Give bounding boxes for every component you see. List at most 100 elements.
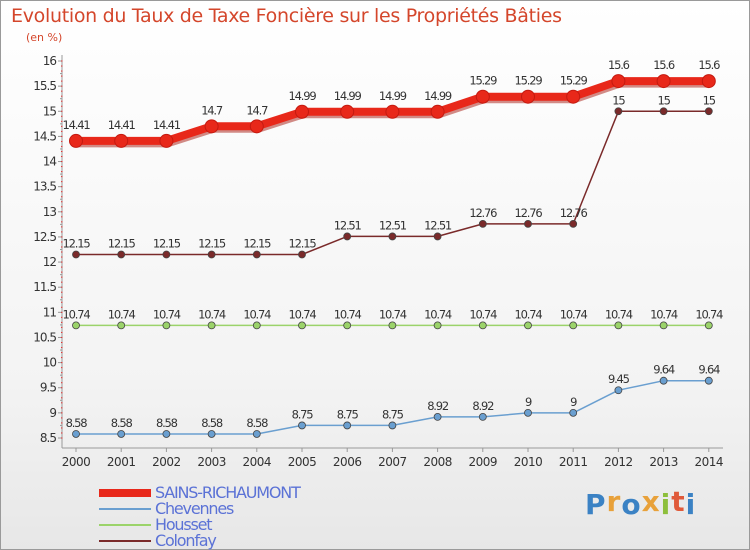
- y-axis-dot: [61, 261, 63, 263]
- data-label: 15.29: [560, 74, 588, 88]
- data-point: [478, 412, 487, 421]
- data-label: 12.51: [424, 218, 452, 232]
- y-axis-dot: [61, 75, 63, 77]
- data-label: 10.74: [515, 307, 543, 321]
- y-axis-dot: [61, 80, 63, 82]
- y-axis-dot: [61, 85, 63, 87]
- y-axis-dot: [61, 236, 63, 238]
- data-label: 12.76: [515, 206, 543, 220]
- data-label: 14.99: [289, 89, 317, 103]
- y-axis-dot: [61, 115, 63, 117]
- data-label: 14.99: [379, 89, 407, 103]
- data-label: 8.58: [201, 416, 223, 430]
- data-point: [298, 421, 306, 430]
- y-axis-dot: [61, 196, 63, 198]
- data-label: 15: [612, 93, 625, 107]
- data-point: [252, 430, 261, 438]
- y-tick-label: 9.5: [40, 381, 56, 395]
- chart-unit-label: (en %): [26, 31, 63, 44]
- y-axis-dot: [61, 166, 63, 168]
- data-point: [569, 408, 578, 417]
- y-axis-dot: [61, 206, 63, 208]
- y-axis-dot: [61, 105, 63, 107]
- data-point: [614, 386, 623, 395]
- data-point: [478, 321, 487, 330]
- y-axis-dot: [61, 427, 63, 429]
- y-tick-label: 12.5: [33, 230, 56, 244]
- y-axis-dot: [61, 341, 63, 343]
- y-axis-dot: [61, 357, 63, 359]
- data-label: 9: [525, 395, 532, 409]
- data-label: 12.15: [198, 237, 226, 251]
- y-axis-dot: [61, 271, 63, 273]
- y-axis-dot: [61, 211, 63, 213]
- y-axis-dot: [61, 125, 63, 127]
- y-tick-label: 15: [43, 104, 57, 118]
- y-axis-dot: [61, 201, 63, 203]
- y-axis-dot: [61, 65, 63, 67]
- logo-letter: P: [585, 488, 607, 521]
- data-label: 14.41: [63, 118, 91, 132]
- x-tick-label: 2000: [62, 455, 91, 469]
- data-point: [117, 250, 126, 259]
- proxiti-logo: Proxiti: [585, 485, 696, 521]
- y-axis-dot: [61, 231, 63, 233]
- data-label: 15.6: [608, 58, 630, 72]
- y-axis-dot: [61, 70, 63, 72]
- x-tick-label: 2002: [152, 455, 181, 469]
- data-point: [162, 321, 171, 330]
- legend-swatch: [99, 508, 151, 510]
- y-axis-dot: [61, 296, 63, 298]
- data-point: [159, 133, 174, 148]
- x-tick-label: 2014: [695, 455, 724, 469]
- data-label: 14.41: [108, 118, 136, 132]
- data-label: 10.74: [243, 307, 271, 321]
- data-point: [478, 219, 487, 228]
- data-point: [388, 421, 397, 430]
- y-tick-label: 13.5: [33, 180, 56, 194]
- data-label: 10.74: [424, 307, 452, 321]
- data-point: [659, 321, 668, 330]
- data-label: 9.64: [698, 363, 720, 377]
- data-point: [295, 104, 309, 119]
- y-tick-label: 11.5: [33, 280, 56, 294]
- data-label: 8.75: [292, 407, 314, 421]
- y-axis-dot: [61, 392, 63, 394]
- data-label: 9.45: [608, 372, 630, 386]
- y-tick-label: 8.5: [40, 431, 56, 445]
- data-point: [72, 250, 80, 259]
- y-axis-dot: [61, 336, 63, 338]
- data-point: [298, 250, 306, 259]
- data-point: [569, 321, 578, 330]
- y-axis-dot: [61, 221, 63, 223]
- data-point: [659, 107, 668, 116]
- data-point: [430, 104, 445, 119]
- logo-letter: i: [660, 488, 672, 521]
- y-axis-dot: [61, 417, 63, 419]
- y-axis-dot: [61, 100, 63, 102]
- y-axis-dot: [61, 321, 63, 323]
- data-point: [521, 89, 535, 104]
- data-point: [72, 430, 80, 438]
- data-point: [433, 321, 442, 330]
- data-point: [343, 321, 352, 330]
- data-point: [162, 430, 171, 438]
- data-point: [204, 119, 219, 134]
- legend-swatch: [99, 489, 151, 497]
- data-label: 9.64: [653, 363, 675, 377]
- x-tick-label: 2013: [649, 455, 678, 469]
- logo-letter: t: [671, 485, 686, 518]
- y-axis-dot: [61, 372, 63, 374]
- data-label: 12.15: [289, 237, 317, 251]
- data-point: [614, 107, 623, 116]
- data-label: 15: [657, 93, 670, 107]
- y-axis-dot: [61, 181, 63, 183]
- y-axis-dot: [61, 311, 63, 313]
- y-axis-dot: [61, 95, 63, 97]
- data-point: [704, 376, 713, 385]
- y-axis-dot: [61, 362, 63, 364]
- y-axis-dot: [61, 241, 63, 243]
- data-point: [252, 321, 261, 330]
- data-label: 15.6: [653, 58, 675, 72]
- data-label: 10.74: [379, 307, 407, 321]
